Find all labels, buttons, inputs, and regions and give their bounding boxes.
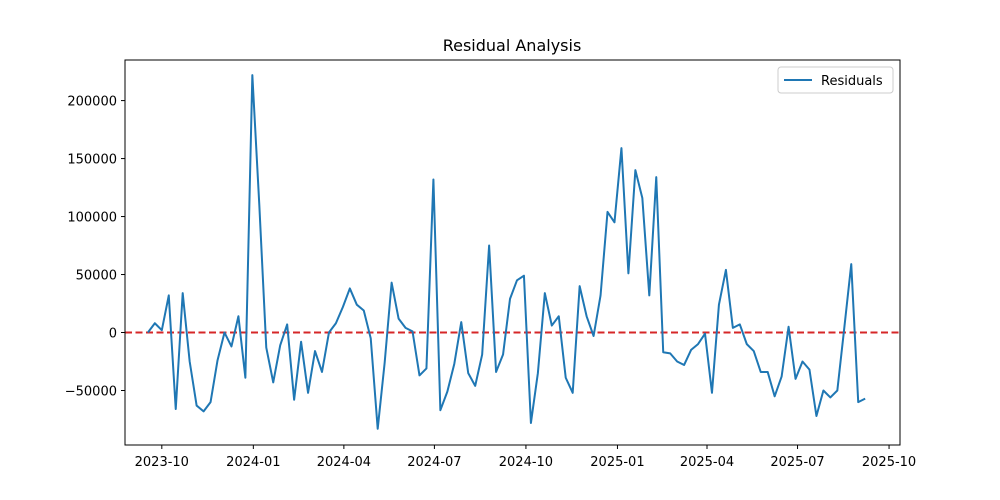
y-tick-label: −50000	[65, 384, 117, 399]
x-tick-label: 2025-10	[862, 455, 916, 470]
x-tick-label: 2024-10	[499, 455, 553, 470]
legend: Residuals	[777, 66, 894, 94]
chart-title: Residual Analysis	[443, 36, 582, 55]
y-axis: −50000 0 50000 100000 150000 200000	[65, 95, 125, 399]
x-tick-label: 2024-07	[407, 455, 461, 470]
series-line-residuals	[147, 74, 866, 430]
x-tick-label: 2025-01	[590, 455, 644, 470]
plot-area-frame	[124, 59, 901, 446]
y-tick-label: 0	[109, 327, 117, 342]
x-tick-label: 2025-04	[680, 455, 734, 470]
y-tick-label: 100000	[67, 211, 117, 226]
x-tick-label: 2024-01	[226, 455, 280, 470]
y-tick-label: 200000	[67, 95, 117, 110]
series-layer	[147, 74, 866, 430]
x-axis: 2023-10 2024-01 2024-04 2024-07 2024-10 2025-…	[135, 445, 916, 470]
x-tick-label: 2025-07	[770, 455, 824, 470]
y-tick-label: 50000	[76, 269, 117, 284]
y-tick-label: 150000	[67, 153, 117, 168]
x-tick-label: 2024-04	[317, 455, 371, 470]
series-points	[147, 75, 866, 429]
x-tick-label: 2023-10	[135, 455, 189, 470]
legend-label-residuals: Residuals	[821, 74, 883, 89]
legend-box	[777, 66, 894, 94]
